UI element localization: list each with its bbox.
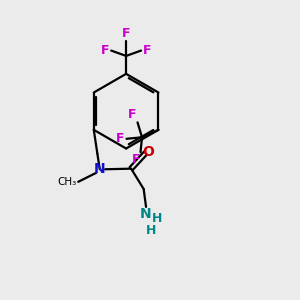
Text: F: F (128, 109, 136, 122)
Text: F: F (131, 153, 140, 166)
Text: F: F (122, 27, 130, 40)
Text: CH₃: CH₃ (58, 177, 77, 188)
Text: F: F (143, 44, 151, 57)
Text: F: F (101, 44, 110, 57)
Text: F: F (116, 132, 125, 145)
Text: H: H (152, 212, 162, 225)
Text: H: H (146, 224, 157, 237)
Text: N: N (94, 162, 106, 176)
Text: O: O (142, 145, 154, 159)
Text: N: N (140, 208, 152, 221)
